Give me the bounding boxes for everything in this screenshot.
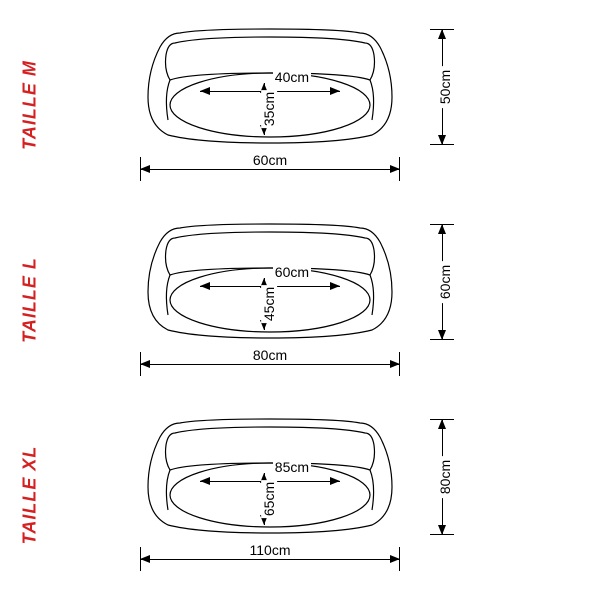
dimension-width: 80cm	[140, 342, 400, 372]
dimension-label: 110cm	[246, 542, 295, 558]
dimension-height: 60cm	[420, 224, 450, 340]
dimension-height: 50cm	[420, 29, 450, 145]
dimension-inner-depth: 35cm	[256, 83, 272, 135]
dimension-label: 45cm	[261, 285, 277, 323]
size-label: TAILLE XL	[20, 446, 41, 545]
size-row-m: TAILLE M 40cm 35cm 60cm 50cm	[0, 10, 600, 200]
dimension-label: 65cm	[261, 480, 277, 518]
dimension-label: 60cm	[437, 261, 453, 303]
dimension-label: 35cm	[261, 90, 277, 128]
size-label: TAILLE M	[20, 60, 41, 150]
dimension-inner-depth: 45cm	[256, 278, 272, 330]
size-row-xl: TAILLE XL 85cm 65cm 110cm 80cm	[0, 400, 600, 590]
dimension-inner-depth: 65cm	[256, 473, 272, 525]
dimension-label: 80cm	[437, 456, 453, 498]
dimension-label: 60cm	[273, 264, 311, 280]
dimension-width: 110cm	[140, 537, 400, 567]
size-label: TAILLE L	[20, 257, 41, 343]
dimension-height: 80cm	[420, 419, 450, 535]
dimension-label: 40cm	[273, 69, 311, 85]
dimension-width: 60cm	[140, 147, 400, 177]
bed-diagram: 60cm 45cm 80cm 60cm	[140, 220, 460, 380]
size-row-l: TAILLE L 60cm 45cm 80cm 60cm	[0, 205, 600, 395]
bed-diagram: 85cm 65cm 110cm 80cm	[140, 415, 460, 575]
dimension-label: 50cm	[437, 66, 453, 108]
dimension-label: 60cm	[249, 152, 291, 168]
dimension-label: 85cm	[273, 459, 311, 475]
bed-diagram: 40cm 35cm 60cm 50cm	[140, 25, 460, 185]
dimension-label: 80cm	[249, 347, 291, 363]
